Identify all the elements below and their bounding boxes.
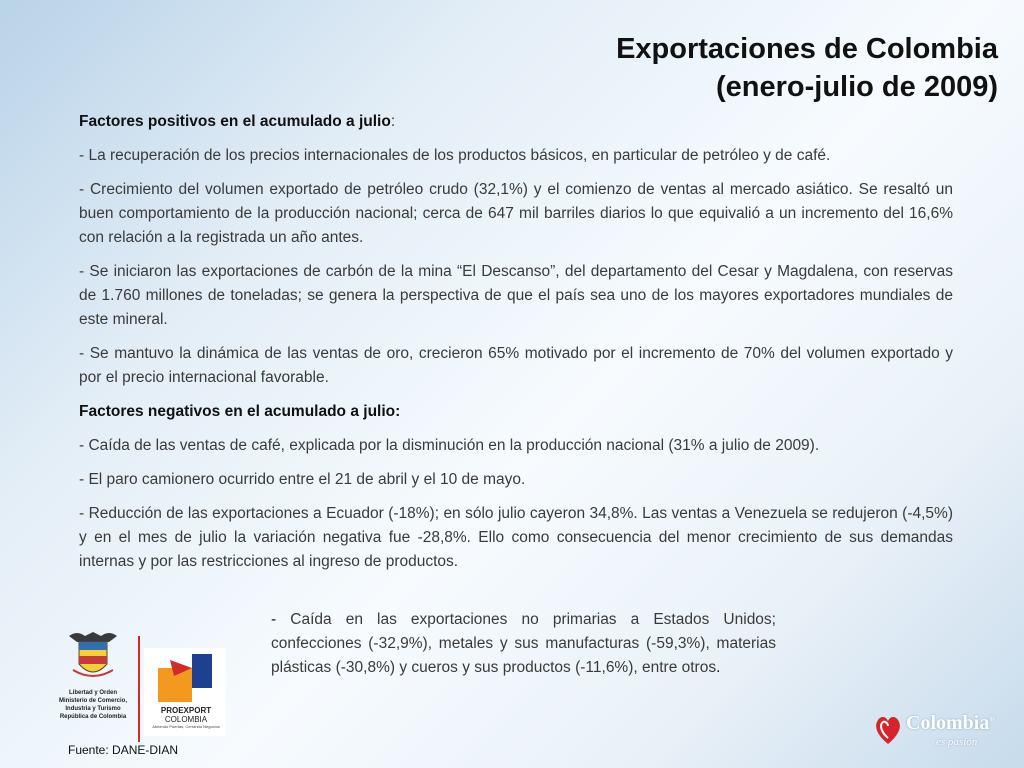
proexport-name: PROEXPORT [160, 706, 212, 715]
negative-item: - El paro camionero ocurrido entre el 21… [79, 471, 526, 488]
positive-item: - Crecimiento del volumen exportado de p… [79, 181, 953, 246]
positive-item: - Se mantuvo la dinámica de las ventas d… [79, 345, 953, 386]
ministry-line: Ministerio de Comercio, [58, 698, 127, 704]
heart-icon [876, 716, 900, 744]
positives-heading: Factores positivos en el acumulado a jul… [79, 110, 953, 134]
positive-item: - La recuperación de los precios interna… [79, 147, 831, 164]
title-line-1: Exportaciones de Colombia [616, 33, 998, 65]
coat-of-arms-icon [69, 632, 117, 677]
us-exports-text: Caída en las exportaciones no primarias … [271, 611, 776, 676]
proexport-country: COLOMBIA [164, 715, 208, 724]
ministry-line: Industria y Turismo [65, 706, 121, 712]
brand-word-text: Colombia [906, 712, 990, 734]
positive-item: - Se iniciaron las exportaciones de carb… [79, 263, 953, 328]
proexport-wordmark: PROEXPORT COLOMBIA [154, 706, 218, 724]
us-exports-period: . [716, 659, 721, 676]
ministry-line: República de Colombia [59, 714, 127, 720]
source-note: Fuente: DANE-DIAN [68, 743, 179, 757]
proexport-mark-icon [158, 654, 212, 702]
negative-item: - Reducción de las exportaciones a Ecuad… [79, 505, 953, 570]
slide-title: Exportaciones de Colombia (enero-julio d… [616, 30, 998, 106]
title-line-2: (enero-julio de 2009) [715, 71, 998, 103]
ministry-logo: Libertad y Orden Ministerio de Comercio,… [52, 630, 134, 721]
ministry-caption: Libertad y Orden Ministerio de Comercio,… [52, 689, 134, 721]
brand-slogan: es pasión [936, 736, 978, 748]
slide-body: Factores positivos en el acumulado a jul… [79, 110, 953, 584]
negative-item: - Caída de las ventas de café, explicada… [79, 437, 820, 454]
negatives-heading: Factores negativos en el acumulado a jul… [79, 403, 401, 420]
brand-word: Colombia® [906, 712, 995, 735]
positives-heading-colon: : [390, 113, 396, 130]
proexport-slogan: Abriendo Puertas, Cerrando Negocios [152, 724, 220, 729]
brand-registered-mark: ® [989, 714, 996, 724]
proexport-logo: PROEXPORT COLOMBIA Abriendo Puertas, Cer… [144, 648, 226, 736]
negative-item-us-exports: - Caída en las exportaciones no primaria… [271, 608, 776, 680]
positives-heading-text: Factores positivos en el acumulado a jul… [79, 113, 391, 130]
colombia-brand-logo: Colombia® es pasión [872, 706, 1012, 756]
logo-divider [138, 636, 140, 742]
bullet-dash: - [271, 611, 277, 628]
ministry-line: Libertad y Orden [68, 690, 117, 696]
